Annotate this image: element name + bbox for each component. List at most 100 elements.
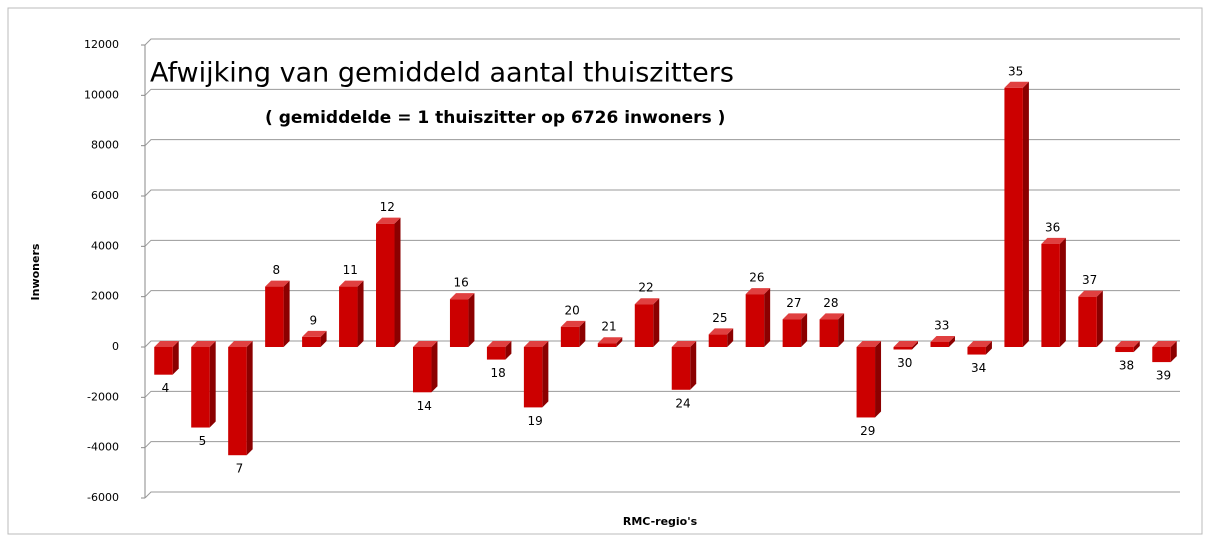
bar-top bbox=[265, 280, 290, 287]
grid-line bbox=[144, 38, 1180, 46]
bar-side bbox=[394, 217, 401, 347]
bar-top bbox=[376, 217, 401, 224]
bar-label: 39 bbox=[1156, 369, 1171, 383]
bar-top bbox=[302, 330, 327, 337]
bar-label: 22 bbox=[638, 281, 653, 295]
bar-side bbox=[579, 320, 586, 347]
grid-line bbox=[144, 441, 1180, 449]
x-axis-label: RMC-regio's bbox=[623, 515, 698, 528]
bar-side bbox=[283, 280, 290, 347]
grid-line bbox=[144, 239, 1180, 247]
bar-label: 18 bbox=[491, 366, 506, 380]
bar bbox=[634, 304, 654, 347]
bar-side bbox=[1170, 341, 1177, 363]
bar-side bbox=[764, 288, 771, 347]
bar bbox=[856, 347, 876, 418]
y-tick-label: -2000 bbox=[87, 390, 119, 403]
bar-label: 9 bbox=[310, 313, 318, 327]
bar-top bbox=[708, 328, 734, 335]
bar-top bbox=[634, 298, 660, 305]
bar-side bbox=[948, 335, 955, 347]
y-axis-label: Inwoners bbox=[29, 243, 42, 300]
bar-top bbox=[930, 335, 955, 342]
bar-top bbox=[560, 320, 586, 327]
grid-line bbox=[144, 290, 1180, 298]
bar-top bbox=[856, 341, 882, 347]
bar bbox=[708, 334, 728, 347]
grid-line bbox=[144, 88, 1180, 96]
bar-label: 5 bbox=[199, 434, 207, 448]
bar-side bbox=[209, 341, 216, 428]
bar-side bbox=[542, 341, 549, 408]
bar-label: 37 bbox=[1082, 273, 1097, 287]
bar bbox=[745, 294, 765, 347]
bar-side bbox=[801, 313, 808, 347]
bar-top bbox=[782, 313, 808, 320]
chart-frame bbox=[7, 7, 1203, 535]
bar-top bbox=[523, 341, 549, 347]
chart-subtitle: ( gemiddelde = 1 thuiszitter op 6726 inw… bbox=[265, 108, 725, 128]
bar bbox=[1152, 347, 1171, 363]
bar-label: 29 bbox=[860, 424, 875, 438]
bar-label: 28 bbox=[823, 296, 838, 310]
bar-side bbox=[616, 337, 623, 347]
bar-top bbox=[1152, 341, 1177, 347]
bar-side bbox=[985, 341, 992, 355]
bar-label: 26 bbox=[749, 271, 764, 285]
grid-line bbox=[144, 139, 1180, 147]
bar-side bbox=[1022, 81, 1029, 348]
bar-side bbox=[912, 341, 919, 350]
bar bbox=[597, 343, 617, 347]
bar-label: 38 bbox=[1119, 359, 1134, 373]
bar-top bbox=[671, 341, 697, 347]
bar-label: 35 bbox=[1008, 64, 1023, 78]
bar-label: 25 bbox=[712, 311, 727, 325]
bar bbox=[191, 347, 210, 428]
bar bbox=[302, 336, 321, 347]
bar-label: 34 bbox=[971, 361, 986, 375]
grid-line bbox=[144, 189, 1180, 197]
bar-label: 20 bbox=[564, 303, 579, 317]
y-tick-label: 12000 bbox=[84, 38, 119, 51]
bar bbox=[523, 347, 543, 408]
bar-label: 33 bbox=[934, 318, 949, 332]
bar-side bbox=[690, 341, 697, 390]
bar bbox=[560, 326, 580, 347]
bar-side bbox=[357, 280, 364, 347]
bar bbox=[376, 223, 395, 347]
bar-label: 24 bbox=[675, 396, 690, 410]
bar-top bbox=[893, 341, 919, 347]
bar-side bbox=[468, 293, 475, 347]
bar-top bbox=[1004, 81, 1029, 88]
bar-label: 27 bbox=[786, 296, 801, 310]
y-tick-label: 2000 bbox=[91, 290, 119, 303]
bar-side bbox=[246, 341, 253, 456]
bar-side bbox=[1059, 237, 1066, 347]
bar-top bbox=[486, 341, 512, 347]
bar-top bbox=[967, 341, 992, 347]
bar bbox=[893, 347, 913, 350]
bar-top bbox=[597, 337, 623, 344]
bar-top bbox=[1078, 290, 1103, 297]
y-tick-label: 0 bbox=[112, 340, 119, 353]
bar bbox=[967, 347, 986, 355]
bar bbox=[1115, 347, 1134, 353]
bar-label: 11 bbox=[343, 263, 358, 277]
y-tick-label: -4000 bbox=[87, 441, 119, 454]
bar-top bbox=[228, 341, 253, 347]
bar-label: 30 bbox=[897, 356, 912, 370]
y-tick-label: 10000 bbox=[84, 88, 119, 101]
bar-top bbox=[1041, 237, 1066, 244]
bar bbox=[782, 319, 802, 347]
bar-side bbox=[172, 341, 179, 375]
grid-line bbox=[144, 390, 1180, 398]
bar-side bbox=[320, 330, 327, 347]
bar-label: 16 bbox=[454, 276, 469, 290]
bar-side bbox=[1096, 290, 1103, 347]
bar-top bbox=[154, 341, 179, 347]
y-tick-label: 6000 bbox=[91, 189, 119, 202]
bar bbox=[339, 286, 358, 347]
bar bbox=[671, 347, 691, 390]
bar bbox=[1004, 87, 1023, 348]
